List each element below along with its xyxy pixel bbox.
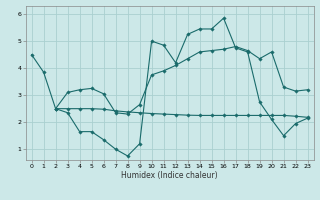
X-axis label: Humidex (Indice chaleur): Humidex (Indice chaleur)	[121, 171, 218, 180]
